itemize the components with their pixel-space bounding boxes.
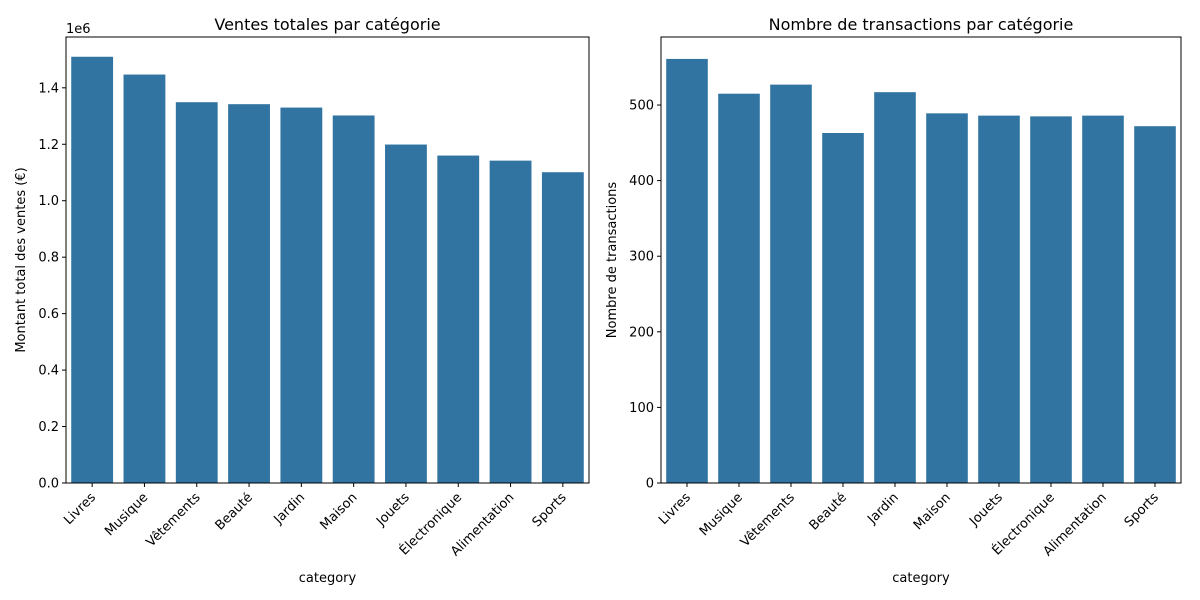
chart-1-bar-4 <box>874 92 916 484</box>
chart-0-ytick-label-2: 0.4 <box>38 364 59 379</box>
chart-1-xlabel: category <box>892 571 950 586</box>
chart-1-xtick-label-5: Maison <box>911 490 954 533</box>
chart-1-xtick-label-0: Livres <box>656 490 694 528</box>
chart-1-title: Nombre de transactions par catégorie <box>769 15 1074 34</box>
chart-1-xtick-label-1: Musique <box>697 490 746 539</box>
chart-1-ytick-label-0: 0 <box>646 477 654 492</box>
chart-0-ytick-label-3: 0.6 <box>38 307 59 322</box>
chart-1-bar-6 <box>978 115 1020 484</box>
chart-1-axes-frame <box>660 36 1182 484</box>
chart-0-ylabel: Montant total des ventes (€) <box>14 167 29 352</box>
chart-0-ytick-label-5: 1.0 <box>38 194 59 209</box>
chart-0-offset-label: 1e6 <box>66 22 91 37</box>
chart-0-bar-7 <box>437 155 480 483</box>
chart-1-bar-3 <box>822 133 864 483</box>
chart-0-xtick-label-0: Livres <box>61 490 99 528</box>
chart-0-xtick-label-5: Maison <box>318 490 361 533</box>
chart-1-bar-1 <box>718 93 760 483</box>
chart-0-xtick-label-2: Vêtements <box>144 490 204 550</box>
chart-1-xtick-label-6: Jouets <box>966 490 1006 530</box>
chart-0-bar-5 <box>332 115 375 483</box>
chart-0-bar-6 <box>385 144 427 484</box>
chart-0-bar-4 <box>280 107 323 483</box>
chart-1-bar-9 <box>1134 126 1176 483</box>
chart-0-xtick-label-6: Jouets <box>373 490 413 530</box>
chart-0-ytick-label-7: 1.4 <box>38 81 59 96</box>
chart-1-xtick-label-4: Jardin <box>864 490 901 527</box>
chart-1-bar-0 <box>666 58 708 484</box>
chart-0-xtick-label-3: Beauté <box>213 490 256 533</box>
chart-1-ytick-label-4: 400 <box>629 174 654 189</box>
chart-1-bar-7 <box>1030 116 1072 484</box>
chart-0-title: Ventes totales par catégorie <box>214 15 440 34</box>
chart-1-ytick-label-1: 100 <box>629 401 654 416</box>
chart-1-ytick-label-2: 200 <box>629 325 654 340</box>
chart-0-xtick-label-1: Musique <box>102 490 151 539</box>
chart-0-bar-8 <box>489 160 532 483</box>
chart-1-ytick-label-5: 500 <box>629 99 654 114</box>
chart-0-ytick-label-4: 0.8 <box>38 251 59 266</box>
chart-1-xtick-label-3: Beauté <box>807 490 850 533</box>
chart-1-bar-5 <box>926 113 968 483</box>
chart-0-bar-2 <box>175 102 218 484</box>
chart-0-bar-9 <box>541 172 584 483</box>
chart-0-bar-1 <box>123 74 166 483</box>
chart-1-ytick-label-3: 300 <box>629 250 654 265</box>
chart-0-ytick-label-6: 1.2 <box>38 138 59 153</box>
chart-1-ylabel: Nombre de transactions <box>605 182 620 339</box>
chart-0-bar-0 <box>71 56 114 483</box>
chart-total-sales: 0.0 0.2 0.4 0.6 0.8 1.0 1.2 1.4 Livres MusiqueVêt… <box>14 15 590 586</box>
chart-0-xlabel: category <box>299 571 357 586</box>
chart-0-axes-frame <box>65 36 590 484</box>
chart-0-xtick-label-4: Jardin <box>271 490 308 527</box>
chart-1-bar-2 <box>770 84 812 484</box>
chart-0-ytick-label-0: 0.0 <box>38 477 59 492</box>
chart-0-bar-3 <box>228 104 270 484</box>
chart-1-xtick-label-9: Sports <box>1122 490 1162 530</box>
chart-0-ytick-label-1: 0.2 <box>38 420 59 435</box>
chart-0-xtick-label-9: Sports <box>530 490 570 530</box>
chart-1-bar-8 <box>1082 115 1124 484</box>
chart-1-xtick-label-2: Vêtements <box>738 490 798 550</box>
